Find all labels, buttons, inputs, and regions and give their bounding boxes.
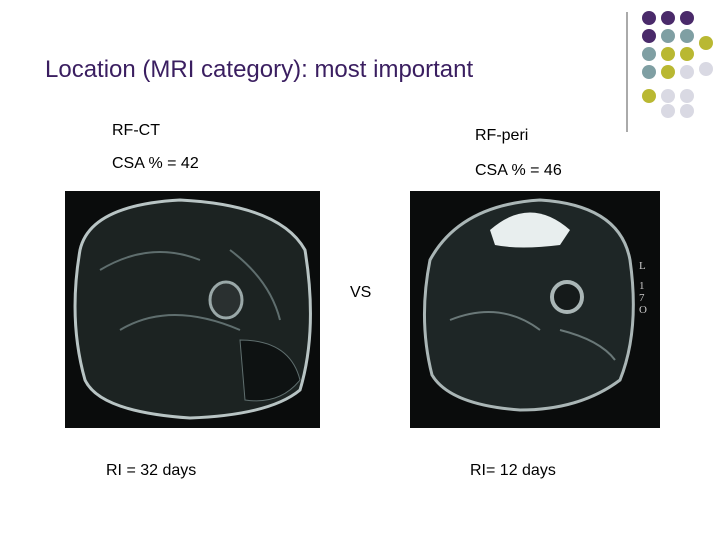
side-mark: O	[639, 304, 647, 316]
mri-image-right	[410, 191, 660, 428]
slide-title: Location (MRI category): most important	[45, 56, 474, 83]
side-mark: L	[639, 260, 646, 272]
side-mark: 7	[639, 292, 645, 304]
right-csa: CSA % = 46	[475, 162, 562, 179]
side-mark: 1	[639, 280, 645, 292]
right-label: RF-peri	[475, 127, 529, 144]
left-label: RF-CT	[112, 122, 160, 139]
mri-image-left	[65, 191, 320, 428]
left-ri: RI = 32 days	[106, 462, 197, 479]
dot-grid	[642, 11, 713, 118]
versus-label: VS	[350, 284, 372, 301]
right-ri: RI= 12 days	[470, 462, 556, 479]
left-csa: CSA % = 42	[112, 155, 199, 172]
